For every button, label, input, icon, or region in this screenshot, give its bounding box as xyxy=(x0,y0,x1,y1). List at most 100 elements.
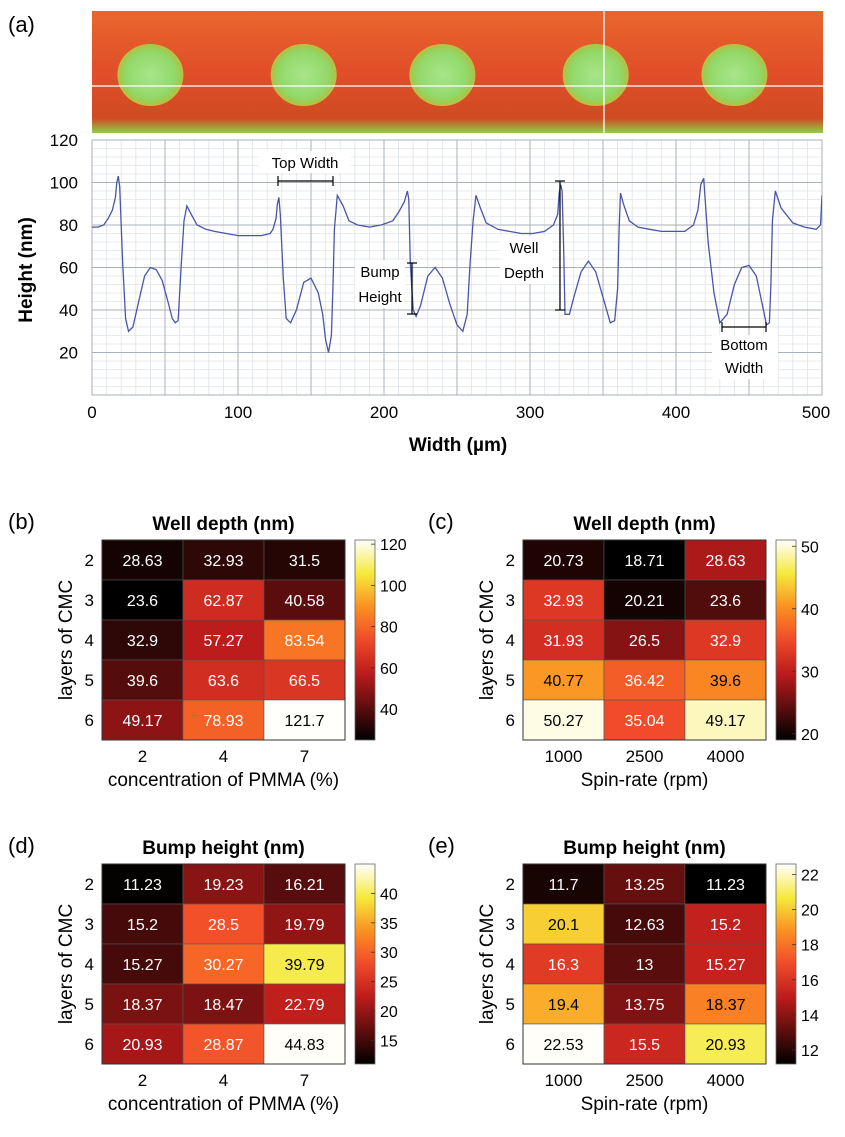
heatmap-frame xyxy=(101,863,346,1065)
heatmap-cell xyxy=(263,619,346,661)
row-tick-label: 5 xyxy=(506,671,515,690)
heatmap-cell xyxy=(522,863,605,905)
well-depth-annotation: Well Depth xyxy=(500,180,565,311)
column-tick-label: 7 xyxy=(300,747,309,766)
cell-value-label: 28.63 xyxy=(705,553,745,570)
cell-value-label: 66.5 xyxy=(289,673,320,690)
heatmap-cell xyxy=(522,699,605,741)
row-tick-label: 6 xyxy=(506,1035,515,1054)
cell-value-label: 62.87 xyxy=(203,593,243,610)
cell-value-label: 32.9 xyxy=(127,633,158,650)
heatmap-title: Bump height (nm) xyxy=(563,838,726,859)
cell-value-label: 30.27 xyxy=(203,957,243,974)
y-axis-label: layers of CMC xyxy=(477,580,498,700)
cell-value-label: 13 xyxy=(636,957,654,974)
y-axis-label: layers of CMC xyxy=(56,904,77,1024)
cell-value-label: 18.71 xyxy=(624,553,664,570)
cell-value-label: 18.37 xyxy=(122,997,162,1014)
cell-value-label: 19.79 xyxy=(284,917,324,934)
heatmap-cell xyxy=(101,983,184,1025)
heatmap-cell xyxy=(263,539,346,581)
bottom-width-label-line1: Bottom xyxy=(720,337,768,354)
heatmap-cell xyxy=(101,579,184,621)
heatmap-cell xyxy=(522,579,605,621)
colorbar xyxy=(354,539,376,741)
row-tick-label: 2 xyxy=(85,875,94,894)
colorbar-tick-label: 60 xyxy=(380,661,398,678)
colorbar xyxy=(354,863,376,1065)
heatmap-e: Bump height (nm) 11.7 13.25 11.23 20.1 12.63 1… xyxy=(477,838,819,1115)
heatmap-cell xyxy=(182,619,265,661)
y-tick-label: 20 xyxy=(59,344,78,363)
heatmap-cell xyxy=(684,943,767,985)
colorbar-tick-label: 40 xyxy=(380,886,398,903)
colorbar-tick-label: 100 xyxy=(380,578,407,595)
heatmap-cell xyxy=(182,863,265,905)
row-tick-label: 4 xyxy=(506,631,515,650)
cell-value-label: 32.93 xyxy=(543,593,583,610)
cell-value-label: 23.6 xyxy=(127,593,158,610)
bump-height-annotation: Bump Height xyxy=(355,260,417,315)
heatmap-cell xyxy=(522,1023,605,1065)
column-tick-label: 4000 xyxy=(707,747,745,766)
top-width-label: Top Width xyxy=(272,155,339,172)
cell-value-label: 50.27 xyxy=(543,713,583,730)
cell-value-label: 121.7 xyxy=(284,713,324,730)
cell-value-label: 22.53 xyxy=(543,1037,583,1054)
heatmap-cell xyxy=(263,903,346,945)
row-tick-label: 4 xyxy=(85,631,94,650)
cell-value-label: 57.27 xyxy=(203,633,243,650)
cell-value-label: 39.6 xyxy=(127,673,158,690)
heatmap-cell xyxy=(263,659,346,701)
colorbar-tick-label: 20 xyxy=(801,727,819,744)
heatmap-title: Well depth (nm) xyxy=(152,514,294,535)
heatmap-cell xyxy=(603,579,686,621)
heatmap-cell xyxy=(101,903,184,945)
cell-value-label: 28.87 xyxy=(203,1037,243,1054)
colorbar-tick-label: 80 xyxy=(380,620,398,637)
x-axis-label: Spin-rate (rpm) xyxy=(581,1094,709,1115)
bump-height-label-line1: Bump xyxy=(360,264,399,281)
bottom-width-label-bg xyxy=(712,335,778,379)
heatmap-cell xyxy=(684,1023,767,1065)
x-tick-label: 200 xyxy=(370,403,398,422)
cell-value-label: 16.21 xyxy=(284,877,324,894)
panel-label-d: (d) xyxy=(8,833,35,858)
heatmap-cell xyxy=(684,983,767,1025)
y-tick-labels: 20 40 60 80 100 120 xyxy=(50,131,78,363)
colorbar-tick-label: 120 xyxy=(380,537,407,554)
row-tick-label: 5 xyxy=(506,995,515,1014)
colorbar-tick-label: 22 xyxy=(801,868,819,885)
cell-value-label: 19.4 xyxy=(548,997,579,1014)
column-tick-label: 1000 xyxy=(545,1071,583,1090)
y-axis-label: layers of CMC xyxy=(477,904,498,1024)
x-tick-label: 300 xyxy=(516,403,544,422)
row-tick-label: 4 xyxy=(85,955,94,974)
column-tick-label: 2 xyxy=(138,747,147,766)
bottom-width-annotation: Bottom Width xyxy=(712,322,778,379)
column-tick-label: 2500 xyxy=(626,1071,664,1090)
cell-value-label: 11.7 xyxy=(549,877,579,894)
heatmap-cell xyxy=(684,659,767,701)
colorbar-tick-label: 16 xyxy=(801,973,819,990)
heatmap-cell xyxy=(263,863,346,905)
cell-value-label: 15.27 xyxy=(122,957,162,974)
x-axis-label: concentration of PMMA (%) xyxy=(108,1094,339,1115)
well-depth-label-bg xyxy=(500,236,552,284)
cell-value-label: 20.1 xyxy=(548,917,579,934)
heatmap-frame xyxy=(101,539,346,741)
heatmap-d: Bump height (nm) 11.23 19.23 16.21 15.2 28.5 1… xyxy=(56,838,398,1115)
cell-value-label: 40.77 xyxy=(543,673,583,690)
heatmap-cell xyxy=(182,699,265,741)
heatmap-cell xyxy=(603,659,686,701)
well-depth-label-line1: Well xyxy=(510,240,539,257)
colorbar-tick-label: 50 xyxy=(801,539,819,556)
heatmap-cell xyxy=(101,1023,184,1065)
map-wells xyxy=(117,44,768,106)
colorbar-tick-label: 40 xyxy=(380,702,398,719)
cell-value-label: 49.17 xyxy=(122,713,162,730)
row-tick-label: 6 xyxy=(506,711,515,730)
heatmap-b: Well depth (nm)28.63 32.93 31.523.6 62.87 40… xyxy=(56,514,407,791)
heatmap-cell xyxy=(182,659,265,701)
